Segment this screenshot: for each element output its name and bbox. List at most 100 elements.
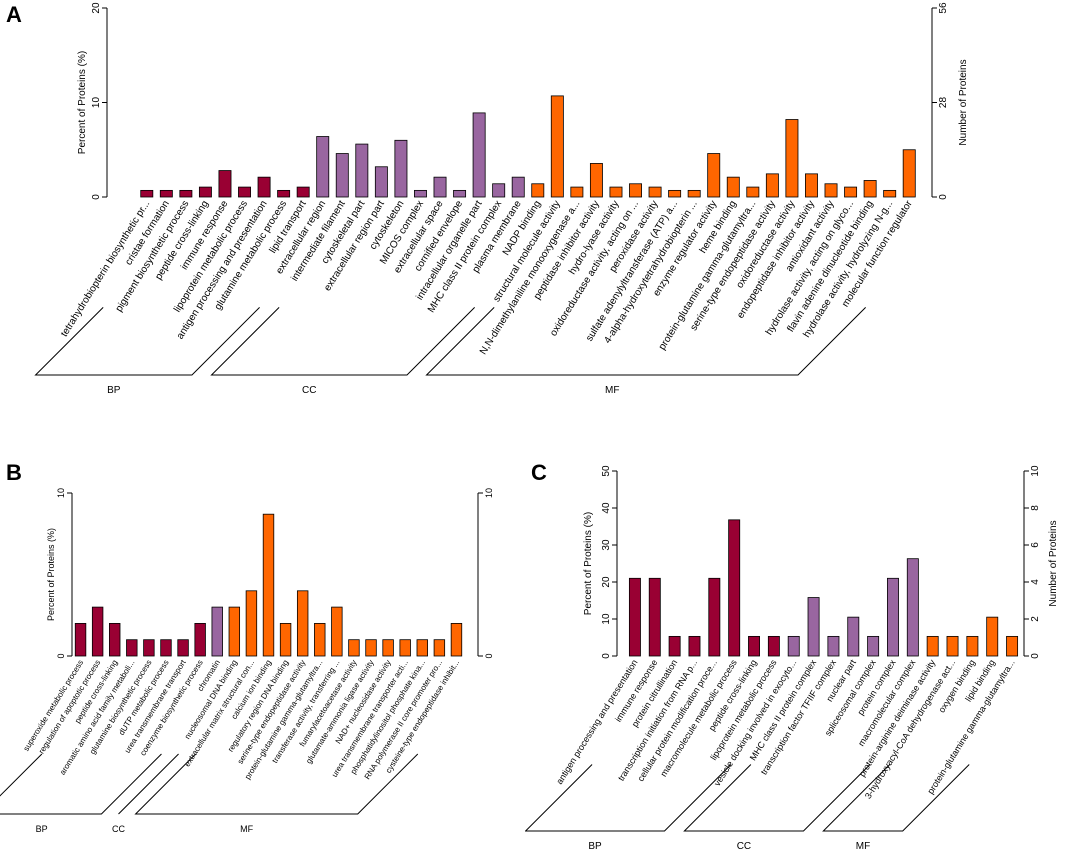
- group-label-bp: BP: [588, 841, 602, 852]
- bar-cc: [355, 143, 369, 198]
- bar-mf: [279, 622, 292, 657]
- bar-cc: [335, 153, 349, 198]
- bar-bp: [91, 606, 104, 657]
- right-tick-label: 2: [1030, 616, 1041, 622]
- bar-mf: [531, 183, 545, 198]
- bar-mf: [450, 622, 463, 657]
- bar-bp: [668, 635, 681, 657]
- left-tick-label: 50: [601, 465, 612, 477]
- bar-mf: [262, 513, 275, 657]
- bar-mf: [570, 186, 584, 198]
- group-bracket-mf: [822, 764, 970, 832]
- left-tick-label: 40: [601, 502, 612, 514]
- bar-mf: [863, 180, 877, 198]
- bar-bp: [179, 189, 193, 198]
- right-tick-label: 10: [484, 488, 494, 498]
- bar-mf: [365, 639, 377, 657]
- left-tick-label: 10: [91, 97, 102, 109]
- bar-mf: [629, 183, 642, 198]
- bar-mf: [228, 606, 241, 657]
- bar-mf: [550, 95, 564, 198]
- panel-label-a: A: [6, 2, 22, 27]
- right-tick-label: 6: [1030, 542, 1041, 548]
- bar-bp: [159, 189, 173, 198]
- bar-cc: [847, 616, 860, 657]
- right-tick-label: 10: [1030, 465, 1041, 477]
- bar-bp: [194, 622, 206, 657]
- bar-bp: [257, 176, 271, 198]
- bar-cc: [492, 183, 506, 198]
- left-tick-label: 0: [601, 653, 612, 659]
- y-axis-title: Percent of Proteins (%): [46, 528, 56, 621]
- bar-mf: [926, 635, 939, 657]
- right-tick-label: 0: [1030, 653, 1041, 659]
- bar-mf: [314, 622, 326, 657]
- right-tick-label: 56: [938, 2, 949, 14]
- bar-mf: [348, 639, 360, 657]
- bar-bp: [126, 639, 138, 657]
- left-tick-label: 20: [91, 2, 102, 14]
- bar-cc: [867, 635, 880, 657]
- bar-mf: [687, 189, 701, 198]
- group-bracket-mf: [134, 753, 419, 815]
- bar-cc: [453, 189, 467, 198]
- group-label-bp: BP: [36, 824, 48, 834]
- group-bracket-cc: [683, 764, 871, 832]
- group-bracket-cc: [210, 307, 475, 376]
- bar-mf: [245, 590, 258, 657]
- bar-cc: [906, 558, 919, 657]
- bar-mf: [986, 616, 999, 657]
- group-label-mf: MF: [856, 841, 870, 852]
- bar-mf: [902, 149, 916, 198]
- bar-mf: [382, 639, 394, 657]
- group-label-mf: MF: [605, 385, 619, 396]
- bar-mf: [331, 606, 343, 657]
- bar-bp: [748, 635, 760, 657]
- panel-label-b: B: [6, 460, 22, 485]
- bar-cc: [211, 606, 223, 657]
- group-bracket-bp: [525, 764, 732, 832]
- bar-cc: [374, 166, 388, 198]
- group-label-cc: CC: [112, 824, 125, 834]
- left-tick-label: 10: [601, 613, 612, 625]
- bar-mf: [589, 163, 603, 198]
- bar-cc: [787, 635, 800, 657]
- bar-bp: [628, 577, 641, 657]
- right-tick-label: 8: [1030, 505, 1041, 511]
- bar-bp: [238, 186, 251, 198]
- bar-bp: [140, 189, 154, 198]
- group-bracket-cc: [118, 753, 179, 815]
- bar-cc: [511, 176, 525, 198]
- bar-cc: [472, 112, 486, 198]
- group-bracket-mf: [425, 307, 866, 376]
- group-label-bp: BP: [107, 385, 121, 396]
- left-tick-label: 0: [56, 653, 66, 658]
- chart-panel-c: 0 10 20 30 40 50 Percent of Proteins (%) 0 2 4 6 8 1…: [525, 465, 1059, 852]
- bar-bp: [218, 170, 232, 198]
- bar-bp: [109, 622, 121, 657]
- right-tick-label: 0: [484, 653, 494, 658]
- bar-bp: [177, 639, 189, 657]
- bar-mf: [1006, 635, 1019, 657]
- right-tick-label: 28: [938, 97, 949, 109]
- group-bracket-bp: [34, 307, 260, 376]
- bar-mf: [966, 635, 979, 657]
- y-axis-title: Percent of Proteins (%): [77, 51, 88, 154]
- left-tick-label: 20: [601, 576, 612, 588]
- bar-cc: [433, 176, 447, 198]
- bar-bp: [296, 186, 310, 198]
- left-tick-label: 30: [601, 539, 612, 551]
- bar-mf: [648, 186, 662, 198]
- bar-mf: [746, 186, 760, 198]
- bar-mf: [824, 183, 838, 198]
- bar-bp: [198, 186, 212, 198]
- bar-bp: [143, 639, 155, 657]
- right-tick-label: 0: [938, 194, 949, 200]
- bar-mf: [883, 189, 897, 198]
- bar-cc: [394, 139, 408, 198]
- bar-mf: [844, 186, 858, 198]
- bar-bp: [648, 577, 661, 657]
- bar-mf: [946, 635, 959, 657]
- group-label-mf: MF: [240, 824, 253, 834]
